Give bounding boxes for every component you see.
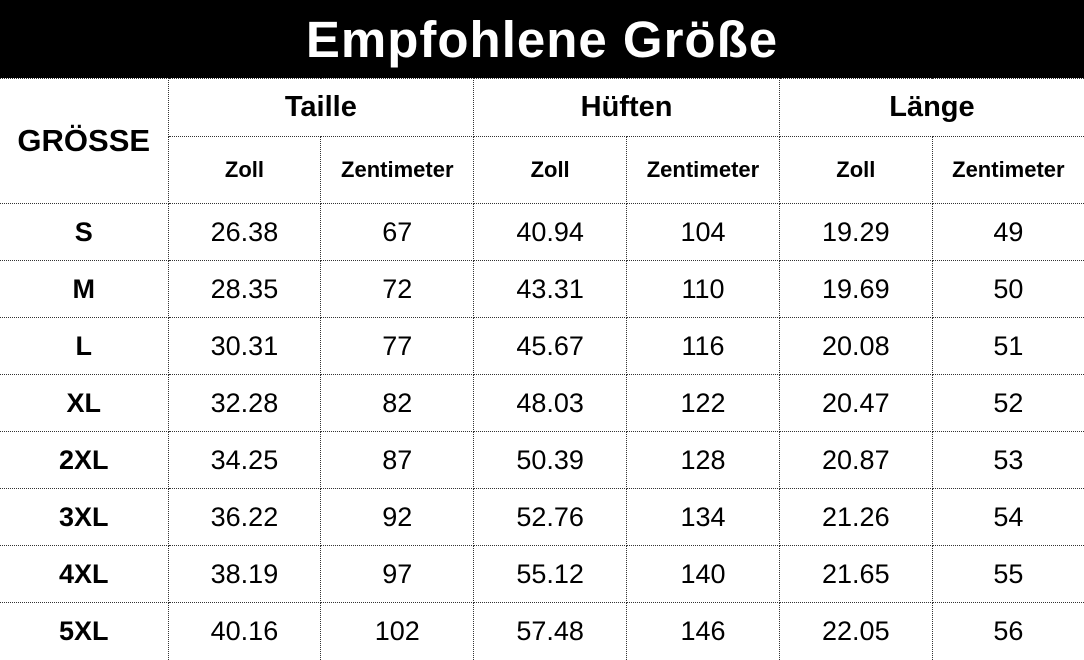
value-cell: 20.87 [778, 431, 933, 489]
column-group-hueften: Hüften [473, 78, 780, 137]
value-cell: 48.03 [473, 374, 628, 432]
value-cell: 26.38 [167, 203, 322, 261]
column-group-laenge: Länge [778, 78, 1084, 137]
value-cell: 45.67 [473, 317, 628, 375]
subheader-laenge-zoll: Zoll [778, 136, 933, 204]
table-row-l: L 30.31 77 45.67 116 20.08 51 [0, 317, 1084, 375]
value-cell: 34.25 [167, 431, 322, 489]
page-title: Empfohlene Größe [305, 10, 779, 68]
size-cell: 5XL [0, 602, 169, 660]
value-cell: 51 [931, 317, 1084, 375]
value-cell: 40.94 [473, 203, 628, 261]
value-cell: 92 [320, 488, 475, 546]
value-cell: 87 [320, 431, 475, 489]
table-row-m: M 28.35 72 43.31 110 19.69 50 [0, 260, 1084, 318]
table-row-xl: XL 32.28 82 48.03 122 20.47 52 [0, 374, 1084, 432]
table-row-4xl: 4XL 38.19 97 55.12 140 21.65 55 [0, 545, 1084, 603]
value-cell: 77 [320, 317, 475, 375]
value-cell: 134 [626, 488, 780, 546]
column-header-groesse: GRÖSSE [0, 78, 169, 204]
value-cell: 122 [626, 374, 780, 432]
table-row-3xl: 3XL 36.22 92 52.76 134 21.26 54 [0, 488, 1084, 546]
subheader-taille-zentimeter: Zentimeter [320, 136, 475, 204]
value-cell: 43.31 [473, 260, 628, 318]
value-cell: 28.35 [167, 260, 322, 318]
value-cell: 19.69 [778, 260, 933, 318]
value-cell: 57.48 [473, 602, 628, 660]
value-cell: 67 [320, 203, 475, 261]
size-cell: M [0, 260, 169, 318]
value-cell: 32.28 [167, 374, 322, 432]
value-cell: 50 [931, 260, 1084, 318]
value-cell: 40.16 [167, 602, 322, 660]
value-cell: 104 [626, 203, 780, 261]
value-cell: 116 [626, 317, 780, 375]
size-cell: 4XL [0, 545, 169, 603]
size-cell: 2XL [0, 431, 169, 489]
subheader-taille-zoll: Zoll [168, 136, 322, 204]
subheader-laenge-zentimeter: Zentimeter [931, 136, 1084, 204]
size-table: GRÖSSE Taille Hüften Länge Zoll Zentimet… [0, 78, 1084, 660]
value-cell: 19.29 [778, 203, 933, 261]
value-cell: 72 [320, 260, 475, 318]
value-cell: 21.65 [778, 545, 933, 603]
value-cell: 20.08 [778, 317, 933, 375]
value-cell: 22.05 [778, 602, 933, 660]
value-cell: 102 [320, 602, 475, 660]
value-cell: 21.26 [778, 488, 933, 546]
value-cell: 128 [626, 431, 780, 489]
column-group-taille: Taille [167, 78, 475, 137]
value-cell: 30.31 [167, 317, 322, 375]
table-row-2xl: 2XL 34.25 87 50.39 128 20.87 53 [0, 431, 1084, 489]
value-cell: 50.39 [473, 431, 628, 489]
title-bar: Empfohlene Größe [0, 0, 1084, 78]
value-cell: 146 [626, 602, 780, 660]
subheader-hueften-zentimeter: Zentimeter [626, 136, 780, 204]
value-cell: 38.19 [167, 545, 322, 603]
header-group-row: GRÖSSE Taille Hüften Länge [0, 78, 1084, 204]
value-cell: 52 [931, 374, 1084, 432]
value-cell: 49 [931, 203, 1084, 261]
value-cell: 110 [626, 260, 780, 318]
value-cell: 140 [626, 545, 780, 603]
value-cell: 97 [320, 545, 475, 603]
value-cell: 52.76 [473, 488, 628, 546]
value-cell: 20.47 [778, 374, 933, 432]
size-cell: S [0, 203, 169, 261]
value-cell: 82 [320, 374, 475, 432]
value-cell: 53 [931, 431, 1084, 489]
table-row-5xl: 5XL 40.16 102 57.48 146 22.05 56 [0, 602, 1084, 660]
value-cell: 55 [931, 545, 1084, 603]
value-cell: 55.12 [473, 545, 628, 603]
value-cell: 36.22 [167, 488, 322, 546]
value-cell: 54 [931, 488, 1084, 546]
subheader-hueften-zoll: Zoll [473, 136, 628, 204]
size-cell: 3XL [0, 488, 169, 546]
value-cell: 56 [931, 602, 1084, 660]
header-sub-row: Zoll Zentimeter Zoll Zentimeter Zoll Zen… [0, 136, 1084, 204]
table-row-s: S 26.38 67 40.94 104 19.29 49 [0, 203, 1084, 261]
size-cell: L [0, 317, 169, 375]
size-cell: XL [0, 374, 169, 432]
